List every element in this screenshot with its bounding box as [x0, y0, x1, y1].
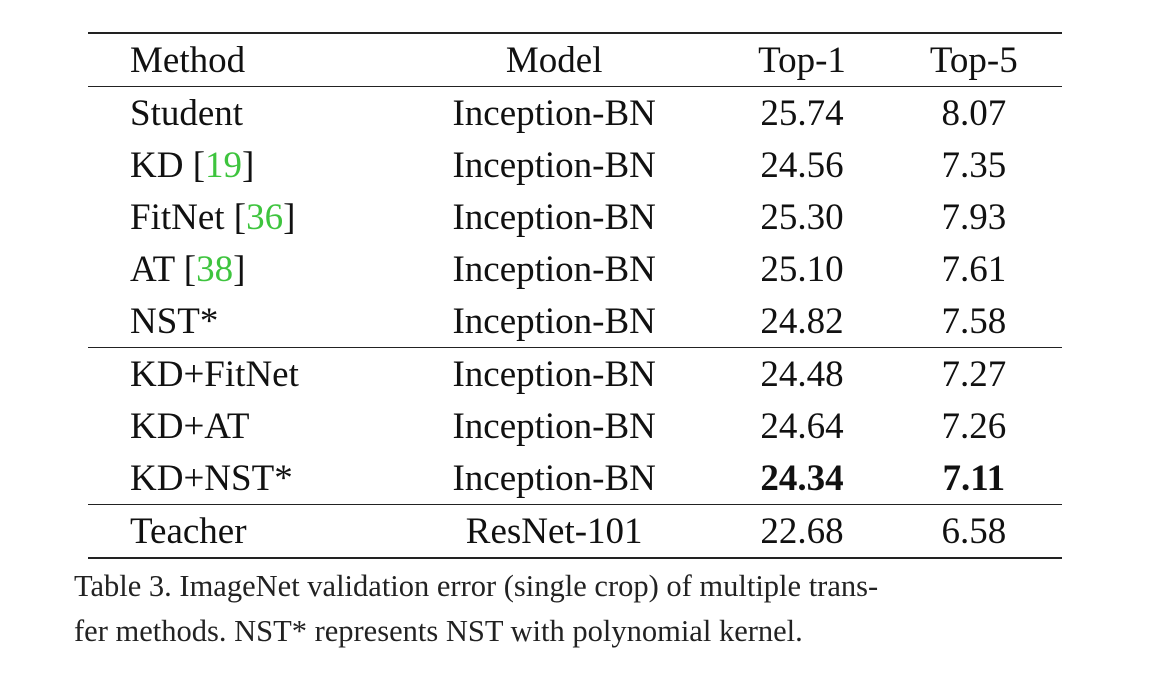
cell-model: Inception-BN	[452, 300, 656, 342]
cell-top1: 24.48	[760, 353, 844, 395]
cell-method: KD+NST*	[88, 452, 390, 505]
citation-link[interactable]: 36	[246, 196, 284, 238]
cell-top1: 24.82	[760, 300, 844, 342]
cell-model: Inception-BN	[452, 457, 656, 499]
header-top5: Top-5	[929, 39, 1018, 81]
table-body: Student Inception-BN 25.74 8.07 KD [19] Incep…	[88, 87, 1062, 559]
cell-model: Inception-BN	[452, 144, 656, 186]
cell-top1: 24.56	[760, 144, 844, 186]
cell-top1: 24.34	[760, 457, 844, 499]
citation-link[interactable]: 38	[196, 248, 234, 290]
cell-top5: 7.61	[941, 248, 1007, 290]
method-name: NST*	[130, 300, 219, 342]
header-row: Method Model Top-1 Top-5	[88, 33, 1062, 87]
method-name: KD+AT	[130, 405, 250, 447]
citation-bracket: ]	[283, 196, 296, 238]
cell-model: Inception-BN	[452, 196, 656, 238]
cell-model: Inception-BN	[452, 248, 656, 290]
cell-top1: 22.68	[760, 510, 844, 552]
table-row: KD+FitNet Inception-BN 24.48 7.27	[88, 348, 1062, 401]
cell-model: Inception-BN	[452, 353, 656, 395]
cell-top5: 7.27	[941, 353, 1007, 395]
table-header: Method Model Top-1 Top-5	[88, 33, 1062, 87]
cell-top5: 7.26	[941, 405, 1007, 447]
table-row: KD+NST* Inception-BN 24.34 7.11	[88, 452, 1062, 505]
table-row: Teacher ResNet-101 22.68 6.58	[88, 505, 1062, 559]
table-row: Student Inception-BN 25.74 8.07	[88, 87, 1062, 140]
cell-method: Student	[88, 87, 390, 140]
cell-top1: 25.10	[760, 248, 844, 290]
method-name: KD+FitNet	[130, 353, 299, 395]
results-table-container: Method Model Top-1 Top-5 Student Inceptio…	[88, 32, 1062, 559]
cell-method: NST*	[88, 295, 390, 348]
caption-line-2: fer methods. NST* represents NST with po…	[74, 614, 803, 648]
cell-top5: 7.11	[942, 457, 1006, 499]
header-top1: Top-1	[758, 39, 846, 81]
method-name: KD+NST*	[130, 457, 293, 499]
cell-top5: 7.58	[941, 300, 1007, 342]
caption-line-1: Table 3. ImageNet validation error (sing…	[74, 569, 879, 603]
table-row: KD [19] Inception-BN 24.56 7.35	[88, 139, 1062, 191]
method-name: Student	[130, 92, 244, 134]
citation-link[interactable]: 19	[205, 144, 243, 186]
table-row: AT [38] Inception-BN 25.10 7.61	[88, 243, 1062, 295]
cell-method: Teacher	[88, 505, 390, 559]
cell-method: FitNet [36]	[88, 191, 390, 243]
table-caption: Table 3. ImageNet validation error (sing…	[74, 564, 1094, 654]
cell-model: ResNet-101	[465, 510, 643, 552]
cell-top5: 6.58	[941, 510, 1007, 552]
cell-top5: 7.93	[941, 196, 1007, 238]
method-name: AT [	[130, 248, 197, 290]
cell-top1: 25.74	[760, 92, 844, 134]
method-name: KD [	[130, 144, 206, 186]
citation-bracket: ]	[242, 144, 255, 186]
table-row: NST* Inception-BN 24.82 7.58	[88, 295, 1062, 348]
results-table: Method Model Top-1 Top-5 Student Inceptio…	[88, 32, 1062, 559]
cell-top1: 25.30	[760, 196, 844, 238]
cell-method: KD+AT	[88, 400, 390, 452]
cell-method: KD+FitNet	[88, 348, 390, 401]
cell-top1: 24.64	[760, 405, 844, 447]
header-method: Method	[130, 39, 246, 81]
table-row: KD+AT Inception-BN 24.64 7.26	[88, 400, 1062, 452]
cell-top5: 8.07	[941, 92, 1007, 134]
table-row: FitNet [36] Inception-BN 25.30 7.93	[88, 191, 1062, 243]
cell-method: KD [19]	[88, 139, 390, 191]
cell-model: Inception-BN	[452, 92, 656, 134]
method-name: Teacher	[130, 510, 247, 552]
cell-top5: 7.35	[941, 144, 1007, 186]
cell-method: AT [38]	[88, 243, 390, 295]
method-name: FitNet [	[130, 196, 247, 238]
header-model: Model	[505, 39, 603, 81]
citation-bracket: ]	[233, 248, 246, 290]
cell-model: Inception-BN	[452, 405, 656, 447]
